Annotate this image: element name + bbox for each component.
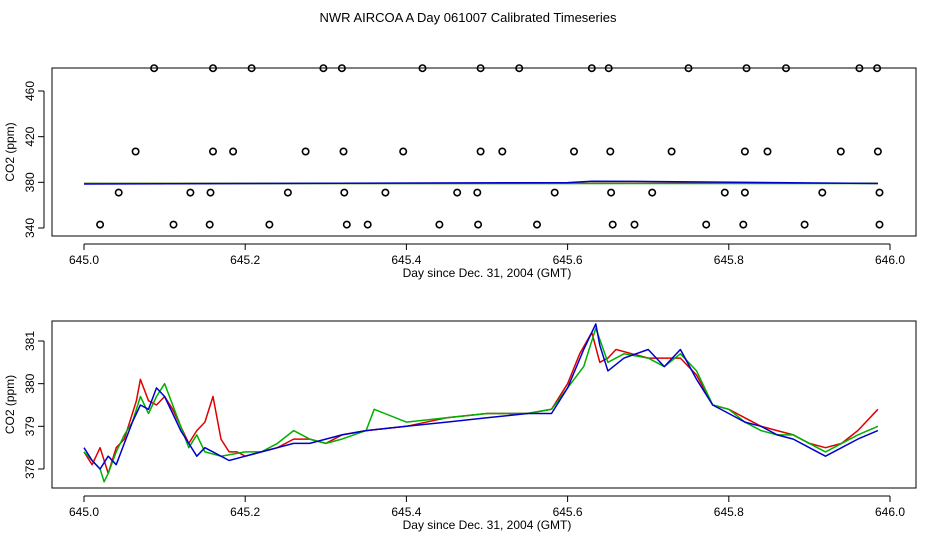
data-point [169,220,178,229]
data-point [283,188,292,197]
data-point [875,188,884,197]
top-chart-panel: 645.0 645.2 645.4 645.6 645.8 646.0 Day since … [3,64,917,280]
data-point [515,64,524,73]
y-tick-label: 380 [23,172,37,192]
y-tick-label: 460 [23,81,37,101]
data-point [340,188,349,197]
data-point [473,188,482,197]
figure-title: NWR AIRCOA A Day 061007 Calibrated Times… [320,10,617,25]
data-point [265,220,274,229]
y-tick-label: 379 [23,416,37,436]
data-point [435,220,444,229]
x-tick-label: 645.2 [230,253,260,267]
data-point [247,64,256,73]
x-tick-label: 645.0 [69,253,99,267]
data-point [606,147,615,156]
data-point [205,220,214,229]
data-point [648,188,657,197]
data-point [740,188,749,197]
x-tick-label: 645.8 [714,253,744,267]
y-tick-label: 378 [23,459,37,479]
x-tick-label: 646.0 [875,505,905,519]
x-tick-label: 645.6 [553,253,583,267]
data-point [873,64,882,73]
data-point [476,147,485,156]
data-point [337,64,346,73]
plot-frame [51,320,917,489]
data-point [569,147,578,156]
data-point [319,64,328,73]
data-point [453,188,462,197]
series-line-red [83,331,879,475]
data-point [229,147,238,156]
x-axis-label: Day since Dec. 31, 2004 (GMT) [403,518,572,532]
data-point [339,147,348,156]
x-tick-label: 645.2 [230,505,260,519]
data-point [96,220,105,229]
series-line-blue [83,323,879,470]
data-point [702,220,711,229]
data-point [301,147,310,156]
y-axis-label: CO2 (ppm) [3,122,17,181]
data-point [873,147,882,156]
y-tick-label: 380 [23,373,37,393]
data-point [150,64,159,73]
data-point [474,220,483,229]
data-point [363,220,372,229]
data-point [206,188,215,197]
data-point [740,147,749,156]
x-tick-label: 645.4 [391,505,421,519]
y-axis-label: CO2 (ppm) [3,375,17,434]
data-point [418,64,427,73]
data-point [607,188,616,197]
data-point [781,64,790,73]
x-tick-label: 645.6 [553,505,583,519]
data-point [209,147,218,156]
data-point [684,64,693,73]
bottom-chart-panel: 645.0 645.2 645.4 645.6 645.8 646.0 Day since … [3,320,917,532]
series-line-green [83,327,879,483]
data-point [381,188,390,197]
x-tick-label: 645.4 [391,253,421,267]
data-point [855,64,864,73]
data-point [114,188,123,197]
data-point [550,188,559,197]
data-point [587,64,596,73]
data-point [131,147,140,156]
x-tick-label: 646.0 [875,253,905,267]
series-line-blue [83,180,878,185]
x-tick-label: 645.0 [69,505,99,519]
data-point [742,64,751,73]
data-point [630,220,639,229]
data-point [818,188,827,197]
data-point [186,188,195,197]
data-point [399,147,408,156]
x-tick-label: 645.8 [714,505,744,519]
y-tick-label: 381 [23,331,37,351]
data-point [875,220,884,229]
data-point [667,147,676,156]
data-point [498,147,507,156]
data-point [209,64,218,73]
data-point [608,220,617,229]
data-point [739,220,748,229]
y-tick-label: 420 [23,126,37,146]
data-point [800,220,809,229]
data-point [532,220,541,229]
data-point [342,220,351,229]
x-axis-label: Day since Dec. 31, 2004 (GMT) [403,266,572,280]
data-point [604,64,613,73]
data-point [720,188,729,197]
data-point [476,64,485,73]
y-tick-label: 340 [23,218,37,238]
data-point [836,147,845,156]
data-point [763,147,772,156]
